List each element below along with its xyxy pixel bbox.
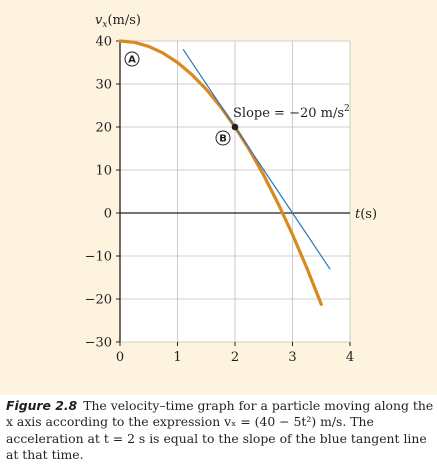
x-tick-label: 1 bbox=[173, 350, 181, 365]
point-b-dot bbox=[231, 123, 239, 131]
y-tick-label: −30 bbox=[85, 336, 112, 351]
x-tick-label: 4 bbox=[346, 350, 354, 365]
y-tick-label: −20 bbox=[85, 293, 112, 308]
point-a-label: A bbox=[128, 55, 136, 66]
point-b-marker-circle bbox=[215, 130, 231, 146]
tangent-line bbox=[182, 48, 331, 270]
points: AB bbox=[124, 51, 239, 146]
figure-caption: Figure 2.8 The velocity–time graph for a … bbox=[6, 398, 434, 463]
y-tick-label: 10 bbox=[95, 164, 112, 179]
axes bbox=[116, 40, 351, 346]
velocity-curve bbox=[118, 39, 323, 306]
y-tick-label: 20 bbox=[95, 121, 112, 136]
y-tick-label: −10 bbox=[85, 250, 112, 265]
y-tick-label: 40 bbox=[95, 35, 112, 50]
x-tick-label: 3 bbox=[288, 350, 296, 365]
slope-annotation: Slope = −20 m/s2 bbox=[233, 104, 350, 121]
grid bbox=[120, 40, 351, 343]
point-b-label: B bbox=[219, 134, 227, 145]
y-tick-label: 30 bbox=[95, 78, 112, 93]
x-tick-label: 2 bbox=[231, 350, 239, 365]
x-tick-label: 0 bbox=[116, 350, 124, 365]
figure-label: Figure 2.8 bbox=[6, 398, 78, 413]
caption-text: The velocity–time graph for a particle m… bbox=[6, 398, 434, 462]
point-a-marker-circle bbox=[124, 51, 140, 67]
x-axis-label: t(s) bbox=[355, 207, 377, 222]
series bbox=[118, 39, 331, 306]
tick-labels: 40 30 20 10 0 −10 −20 −30 0 1 2 3 4 bbox=[85, 35, 355, 366]
y-tick-label: 0 bbox=[104, 207, 112, 222]
y-axis-label: vx(m/s) bbox=[95, 13, 141, 30]
labels: vx(m/s) t(s) Slope = −20 m/s2 bbox=[95, 13, 377, 222]
